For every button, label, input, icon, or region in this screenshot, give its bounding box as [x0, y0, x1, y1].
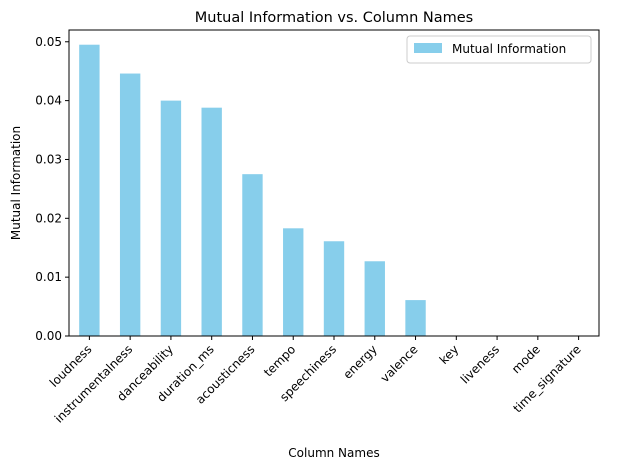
y-axis-label: Mutual Information	[9, 126, 23, 240]
x-tick-label: valence	[378, 342, 421, 385]
x-tick-label: liveness	[458, 342, 502, 386]
y-tick-label: 0.00	[35, 329, 62, 343]
y-tick-label: 0.01	[35, 270, 62, 284]
y-tick-label: 0.04	[35, 94, 62, 108]
y-tick-label: 0.02	[35, 211, 62, 225]
chart-title: Mutual Information vs. Column Names	[195, 10, 473, 26]
bars-group	[79, 44, 426, 337]
y-tick-label: 0.05	[35, 35, 62, 49]
bar-valence	[405, 300, 426, 336]
x-tick-label: energy	[340, 342, 379, 381]
bar-acousticness	[242, 174, 263, 336]
y-tick-label: 0.03	[35, 152, 62, 166]
bar-energy	[364, 261, 385, 336]
bar-tempo	[283, 228, 304, 336]
legend-frame	[406, 35, 592, 64]
x-axis: loudnessinstrumentalnessdanceabilitydura…	[47, 336, 584, 426]
x-axis-label: Column Names	[288, 446, 379, 460]
legend-label: Mutual Information	[452, 42, 566, 56]
x-tick-label: key	[437, 342, 462, 367]
bar-duration_ms	[201, 107, 222, 337]
y-axis: 0.00 0.01 0.02 0.03 0.04 0.05	[35, 35, 69, 343]
legend: Mutual Information	[406, 35, 592, 64]
bar-loudness	[79, 44, 100, 337]
x-tick-label: mode	[509, 342, 543, 376]
x-tick-label: instrumentalness	[52, 342, 135, 425]
bar-danceability	[160, 100, 182, 337]
x-tick-label: tempo	[261, 342, 298, 379]
bar-instrumentalness	[119, 73, 141, 337]
bar-speechiness	[323, 241, 345, 336]
legend-swatch	[414, 43, 442, 53]
